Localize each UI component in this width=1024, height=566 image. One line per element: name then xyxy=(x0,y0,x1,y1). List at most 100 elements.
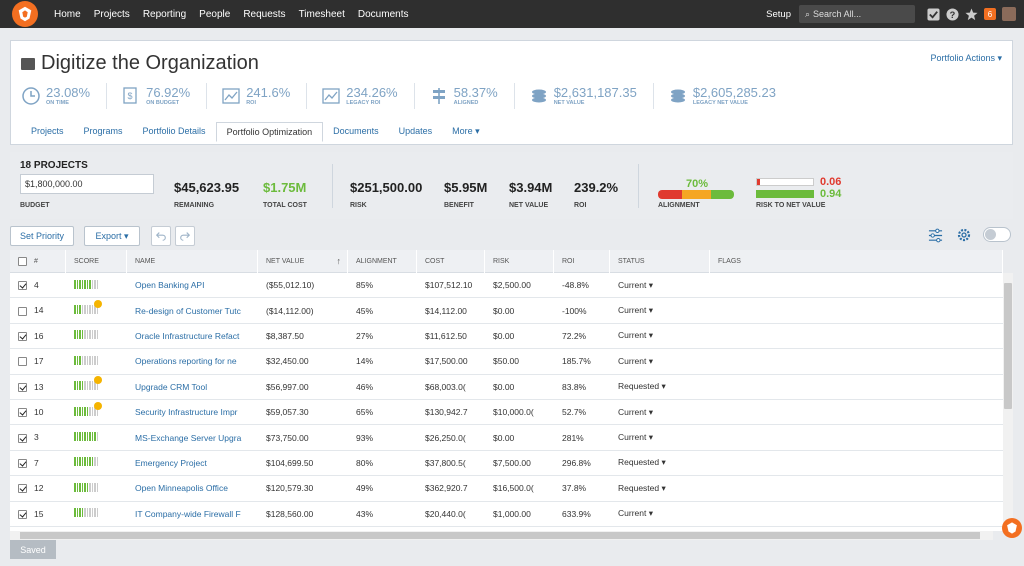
horizontal-scrollbar[interactable] xyxy=(10,531,993,540)
table-row[interactable]: 17 Operations reporting for ne $32,450.00 1… xyxy=(10,349,1003,375)
project-name-link[interactable]: Upgrade CRM Tool xyxy=(135,381,208,392)
nav-link-requests[interactable]: Requests xyxy=(243,8,286,20)
help-assistant-icon[interactable] xyxy=(1002,518,1022,538)
risk-cell: $10,000.0( xyxy=(493,407,534,418)
view-toggle[interactable] xyxy=(983,227,1011,242)
row-checkbox[interactable] xyxy=(18,306,27,316)
net-value-value: $3.94M xyxy=(509,180,553,195)
column-settings-icon[interactable] xyxy=(928,228,943,246)
warning-flag-icon[interactable] xyxy=(94,376,102,385)
column-header-roi[interactable]: ROI xyxy=(554,250,610,273)
saved-button[interactable]: Saved xyxy=(10,540,56,559)
row-checkbox[interactable] xyxy=(18,459,27,469)
status-dropdown[interactable]: Current ▾ xyxy=(618,432,653,443)
column-header-number[interactable]: # xyxy=(10,250,66,273)
row-checkbox[interactable] xyxy=(18,281,27,291)
status-dropdown[interactable]: Current ▾ xyxy=(618,330,653,341)
table-row[interactable]: 4 Open Banking API ($55,012.10) 85% $107,512… xyxy=(10,273,1003,299)
status-dropdown[interactable]: Requested ▾ xyxy=(618,482,666,493)
sort-ascending-icon[interactable]: ↑ xyxy=(336,256,342,266)
column-header-score[interactable]: SCORE xyxy=(66,250,127,273)
select-all-checkbox[interactable] xyxy=(18,256,27,266)
status-dropdown[interactable]: Requested ▾ xyxy=(618,381,666,392)
project-name-link[interactable]: Emergency Project xyxy=(135,457,207,468)
portfolio-actions-menu[interactable]: Portfolio Actions ▾ xyxy=(930,53,1002,63)
project-name-link[interactable]: Open Minneapolis Office xyxy=(135,483,228,494)
warning-flag-icon[interactable] xyxy=(94,300,102,309)
status-dropdown[interactable]: Current ▾ xyxy=(618,508,653,519)
table-row[interactable]: 16 Oracle Infrastructure Refact $8,387.50 2… xyxy=(10,324,1003,350)
tab-updates[interactable]: Updates xyxy=(398,126,433,136)
nav-link-reporting[interactable]: Reporting xyxy=(142,8,187,20)
score-meter xyxy=(74,330,99,340)
search-input[interactable]: ⌕ Search All... xyxy=(799,5,915,23)
column-header-risk[interactable]: RISK xyxy=(485,250,554,273)
row-checkbox[interactable] xyxy=(18,484,27,494)
nav-link-home[interactable]: Home xyxy=(54,8,81,20)
table-row[interactable]: 15 IT Company-wide Firewall F $128,560.00 4… xyxy=(10,502,1003,527)
warning-flag-icon[interactable] xyxy=(94,401,102,410)
column-header-cost[interactable]: COST xyxy=(417,250,485,273)
column-header-name[interactable]: NAME xyxy=(127,250,258,273)
gear-icon[interactable] xyxy=(956,227,972,246)
column-header-status[interactable]: STATUS xyxy=(610,250,710,273)
budget-input[interactable]: $1,800,000.00 xyxy=(20,174,154,194)
user-avatar[interactable] xyxy=(1002,7,1016,21)
alignment-cell: 14% xyxy=(356,356,374,367)
setup-link[interactable]: Setup xyxy=(766,8,791,20)
row-checkbox[interactable] xyxy=(18,332,27,342)
notification-badge[interactable]: 6 xyxy=(984,8,996,20)
set-priority-button[interactable]: Set Priority xyxy=(10,226,74,246)
row-checkbox[interactable] xyxy=(18,433,27,443)
cost-cell: $107,512.10 xyxy=(425,280,473,291)
table-row[interactable]: 10 Security Infrastructure Impr $59,057.30… xyxy=(10,400,1003,426)
column-header-net-value[interactable]: NET VALUE ↑ xyxy=(258,250,348,273)
table-row[interactable]: 3 MS-Exchange Server Upgra $73,750.00 93% $2… xyxy=(10,425,1003,451)
project-name-link[interactable]: IT Company-wide Firewall F xyxy=(135,508,241,519)
project-name-link[interactable]: Open Banking API xyxy=(135,280,205,291)
star-icon[interactable] xyxy=(964,7,978,21)
tab-more[interactable]: More ▾ xyxy=(452,126,480,136)
table-row[interactable]: 13 Upgrade CRM Tool $56,997.00 46% $68,003.0… xyxy=(10,375,1003,400)
status-dropdown[interactable]: Current ▾ xyxy=(618,279,653,290)
logo-icon[interactable] xyxy=(12,1,38,27)
status-dropdown[interactable]: Requested ▾ xyxy=(618,457,666,468)
project-name-link[interactable]: MS-Exchange Server Upgra xyxy=(135,432,242,443)
tab-projects[interactable]: Projects xyxy=(31,126,64,136)
vertical-scrollbar[interactable] xyxy=(1003,273,1013,531)
row-checkbox[interactable] xyxy=(18,509,27,519)
tab-programs[interactable]: Programs xyxy=(83,126,123,136)
help-icon[interactable]: ? xyxy=(945,7,959,21)
table-row[interactable]: 12 Open Minneapolis Office $120,579.30 49% $… xyxy=(10,476,1003,502)
column-header-flags[interactable]: FLAGS xyxy=(710,250,1003,273)
redo-icon[interactable] xyxy=(175,226,195,246)
column-header-alignment[interactable]: ALIGNMENT xyxy=(348,250,417,273)
row-checkbox[interactable] xyxy=(18,382,27,392)
roi-cell: 633.9% xyxy=(562,508,591,519)
row-checkbox[interactable] xyxy=(18,408,27,418)
project-name-link[interactable]: Operations reporting for ne xyxy=(135,356,237,367)
nav-link-timesheet[interactable]: Timesheet xyxy=(298,8,345,20)
nav-link-documents[interactable]: Documents xyxy=(357,8,409,20)
tasks-check-icon[interactable] xyxy=(926,7,940,21)
status-dropdown[interactable]: Current ▾ xyxy=(618,355,653,366)
tab-portfolio-details[interactable]: Portfolio Details xyxy=(142,126,206,136)
undo-icon[interactable] xyxy=(151,226,171,246)
table-row[interactable]: 14 Re-design of Customer Tutc ($14,112.00)… xyxy=(10,298,1003,324)
project-name-link[interactable]: Re-design of Customer Tutc xyxy=(135,305,241,316)
nav-link-projects[interactable]: Projects xyxy=(93,8,130,20)
column-label: # xyxy=(34,257,38,265)
tab-documents[interactable]: Documents xyxy=(333,126,379,136)
export-button[interactable]: Export ▾ xyxy=(84,226,140,246)
tab-portfolio-optimization[interactable]: Portfolio Optimization xyxy=(215,122,324,142)
status-dropdown[interactable]: Current ▾ xyxy=(618,305,653,316)
nav-link-people[interactable]: People xyxy=(199,8,231,20)
horizontal-scroll-thumb[interactable] xyxy=(20,532,980,539)
project-name-link[interactable]: Oracle Infrastructure Refact xyxy=(135,330,240,341)
project-name-link[interactable]: Security Infrastructure Impr xyxy=(135,407,238,418)
row-checkbox[interactable] xyxy=(18,357,27,367)
vertical-scroll-thumb[interactable] xyxy=(1004,283,1012,409)
table-row[interactable]: 7 Emergency Project $104,699.50 80% $37,800.… xyxy=(10,451,1003,477)
status-dropdown[interactable]: Current ▾ xyxy=(618,406,653,417)
summary-divider xyxy=(332,164,333,208)
